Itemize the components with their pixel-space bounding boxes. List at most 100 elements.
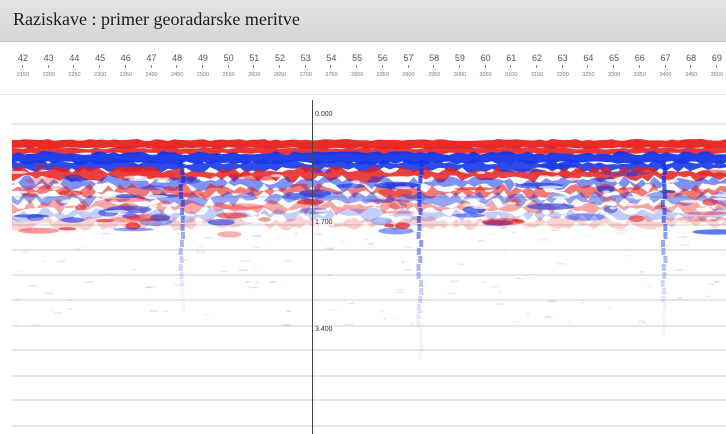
marker-tick xyxy=(587,65,589,68)
reflection-band xyxy=(12,215,726,231)
marker-distance: 2450 xyxy=(171,72,184,78)
ruler-marker: 62 3150 xyxy=(522,43,552,93)
vertical-anomaly xyxy=(181,304,186,311)
faint-scatter xyxy=(130,269,136,271)
vertical-anomaly xyxy=(416,312,421,319)
reflection-patch xyxy=(626,171,638,178)
faint-scatter xyxy=(490,285,498,288)
faint-scatter xyxy=(49,309,53,312)
reflection-patch xyxy=(618,187,641,191)
vertical-anomaly xyxy=(179,192,184,199)
reflection-patch xyxy=(370,217,393,226)
faint-scatter xyxy=(219,270,228,273)
marker-tick xyxy=(381,65,383,68)
faint-scatter xyxy=(510,320,520,323)
window-title: Raziskave : primer georadarske meritve xyxy=(13,9,300,29)
faint-scatter xyxy=(149,286,155,289)
faint-scatter xyxy=(608,307,612,309)
reflection-patch xyxy=(526,203,575,210)
vertical-anomaly xyxy=(416,184,421,191)
depth-label-mid: 1.700 xyxy=(314,219,334,226)
faint-scatter xyxy=(405,246,412,249)
reflection-patch xyxy=(243,176,278,181)
marker-number: 52 xyxy=(274,53,285,63)
vertical-anomaly xyxy=(419,288,424,295)
vertical-anomaly xyxy=(179,256,184,263)
marker-tick xyxy=(664,65,666,68)
vertical-anomaly xyxy=(178,184,183,191)
faint-scatter xyxy=(283,260,293,262)
faint-scatter xyxy=(401,260,405,263)
reflection-gap xyxy=(143,194,169,198)
marker-tick xyxy=(304,65,306,68)
vertical-anomaly xyxy=(660,312,665,319)
marker-distance: 2350 xyxy=(119,72,132,78)
reflection-gap xyxy=(538,185,564,189)
faint-scatter xyxy=(327,274,332,277)
vertical-anomaly xyxy=(180,168,185,175)
marker-distance: 2400 xyxy=(145,72,158,78)
marker-number: 61 xyxy=(506,53,517,63)
reflection-band xyxy=(12,139,726,149)
faint-scatter xyxy=(295,232,298,235)
faint-scatter xyxy=(557,263,567,265)
vertical-anomaly xyxy=(416,232,421,239)
reflection-patch xyxy=(57,190,83,197)
ruler-marker: 47 2400 xyxy=(137,43,167,93)
faint-scatter xyxy=(176,233,180,235)
vertical-anomaly xyxy=(662,168,667,175)
vertical-anomaly xyxy=(661,160,666,167)
position-cursor-line[interactable] xyxy=(312,100,313,434)
marker-distance: 3300 xyxy=(607,72,621,78)
marker-distance: 2150 xyxy=(16,72,30,78)
marker-distance: 3400 xyxy=(659,72,672,78)
faint-scatter xyxy=(56,261,66,263)
vertical-anomaly xyxy=(662,288,667,295)
faint-scatter xyxy=(254,265,258,267)
marker-number: 47 xyxy=(146,53,157,63)
faint-scatter xyxy=(184,259,188,262)
vertical-anomaly xyxy=(661,216,666,223)
faint-scatter xyxy=(677,297,682,299)
vertical-anomaly xyxy=(180,240,185,247)
vertical-anomaly xyxy=(662,184,667,191)
vertical-anomaly xyxy=(416,248,421,255)
reflection-gap xyxy=(12,190,28,194)
reflection-patch xyxy=(217,231,242,238)
reflection-patch xyxy=(603,205,618,214)
reflection-patch xyxy=(18,227,60,234)
vertical-anomaly xyxy=(180,280,185,287)
reflection-gap xyxy=(345,202,359,206)
reflection-patch xyxy=(692,229,726,235)
reflection-patch xyxy=(113,227,155,232)
faint-scatter xyxy=(313,233,323,235)
distance-ruler: 42 2150 43 2200 44 2250 45 2300 46 2350 47 2400 48 24… xyxy=(0,43,726,95)
faint-scatter xyxy=(14,320,19,322)
faint-scatter xyxy=(526,313,530,315)
reflection-patch xyxy=(336,183,366,189)
reflection-patch xyxy=(58,227,77,231)
reflection-patch xyxy=(687,211,726,216)
radargram-plot[interactable]: 0.000 1.700 3.400 xyxy=(12,100,726,434)
faint-scatter xyxy=(42,260,45,263)
marker-number: 57 xyxy=(403,53,414,63)
reflection-patch xyxy=(362,198,402,202)
reflection-gap xyxy=(148,204,158,208)
faint-scatter xyxy=(380,311,384,313)
faint-scatter xyxy=(458,263,464,266)
faint-scatter xyxy=(670,225,676,228)
vertical-anomaly xyxy=(416,272,421,279)
ruler-marker: 48 2450 xyxy=(162,43,192,93)
reflection-gap xyxy=(128,178,148,182)
ruler-marker: 53 2700 xyxy=(291,43,321,93)
faint-scatter xyxy=(681,236,688,239)
reflection-gap xyxy=(185,213,196,217)
vertical-anomaly xyxy=(418,296,423,303)
marker-number: 60 xyxy=(480,53,491,63)
marker-number: 53 xyxy=(300,53,311,63)
reflection-patch xyxy=(20,185,70,190)
ruler-marker: 54 2750 xyxy=(316,43,346,93)
faint-scatter xyxy=(239,269,248,272)
reflection-patch xyxy=(378,227,414,235)
faint-scatter xyxy=(104,278,108,281)
